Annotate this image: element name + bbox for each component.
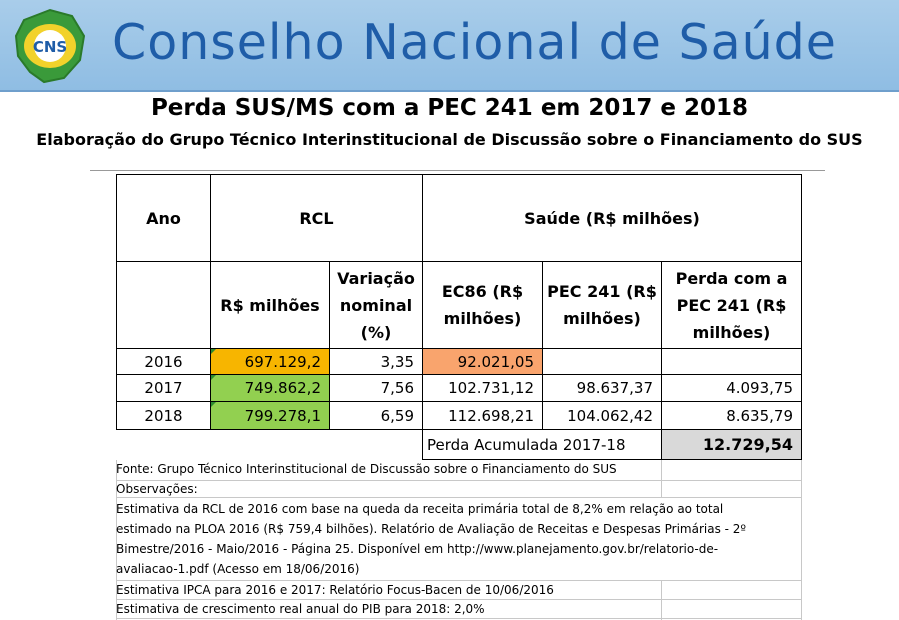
grid-line [116,618,801,619]
header-banner: CNS Conselho Nacional de Saúde [0,0,899,92]
row-2017-pec241: 98.637,37 [542,374,662,402]
observation-3: Estimativa de crescimento real anual do … [116,602,485,616]
header-pec241: PEC 241 (R$ milhões) [542,261,662,349]
source-note: Fonte: Grupo Técnico Interinstitucional … [116,462,617,476]
row-2016-pec241 [542,348,662,375]
cell-indicator-icon [211,375,216,380]
header-rcl-valor: R$ milhões [210,261,330,349]
divider [90,170,825,171]
row-2017-ec86: 102.731,12 [422,374,543,402]
row-2017-perda: 4.093,75 [661,374,802,402]
grid-line [116,497,801,498]
header-empty [116,261,211,349]
grid-line [116,480,801,481]
row-2018-rcl: 799.278,1 [210,401,330,430]
header-ec86: EC86 (R$ milhões) [422,261,543,349]
header-saude: Saúde (R$ milhões) [422,174,802,262]
cns-logo-icon: CNS [14,8,86,84]
page-subtitle: Elaboração do Grupo Técnico Interinstitu… [36,130,863,149]
grid-line [116,599,801,600]
observation-1-line-4: avaliacao-1.pdf (Acesso em 18/06/2016) [116,562,360,576]
row-2016-perda [661,348,802,375]
observations-label: Observações: [116,482,198,496]
grid-line [661,460,662,497]
total-label: Perda Acumulada 2017-18 [422,429,662,460]
header-ano: Ano [116,174,211,262]
row-2017-ano: 2017 [116,374,211,402]
grid-line [801,460,802,620]
cell-indicator-icon [211,402,216,407]
row-2016-rcl: 697.129,2 [210,348,330,375]
observation-1-line-1: Estimativa da RCL de 2016 com base na qu… [116,502,724,516]
row-2016-ano: 2016 [116,348,211,375]
observation-1-line-3: Bimestre/2016 - Maio/2016 - Página 25. D… [116,542,719,556]
row-2018-ano: 2018 [116,401,211,430]
observation-2: Estimativa IPCA para 2016 e 2017: Relató… [116,583,554,597]
row-2017-variacao: 7,56 [329,374,423,402]
observation-1-line-2: estimado na PLOA 2016 (R$ 759,4 bilhões)… [116,522,747,536]
row-2016-variacao: 3,35 [329,348,423,375]
row-2017-rcl: 749.862,2 [210,374,330,402]
row-2018-perda: 8.635,79 [661,401,802,430]
row-2018-variacao: 6,59 [329,401,423,430]
row-2018-ec86: 112.698,21 [422,401,543,430]
page-title: Perda SUS/MS com a PEC 241 em 2017 e 201… [150,95,749,121]
org-name: Conselho Nacional de Saúde [112,14,837,71]
row-2018-pec241: 104.062,42 [542,401,662,430]
header-perda: Perda com a PEC 241 (R$ milhões) [661,261,802,349]
header-rcl: RCL [210,174,423,262]
cell-indicator-icon [211,349,216,354]
header-variacao: Variação nominal (%) [329,261,423,349]
grid-line [116,580,801,581]
total-value: 12.729,54 [661,429,802,460]
row-2016-ec86: 92.021,05 [422,348,543,375]
grid-line [661,580,662,620]
grid-line [116,460,117,620]
svg-text:CNS: CNS [33,38,67,56]
